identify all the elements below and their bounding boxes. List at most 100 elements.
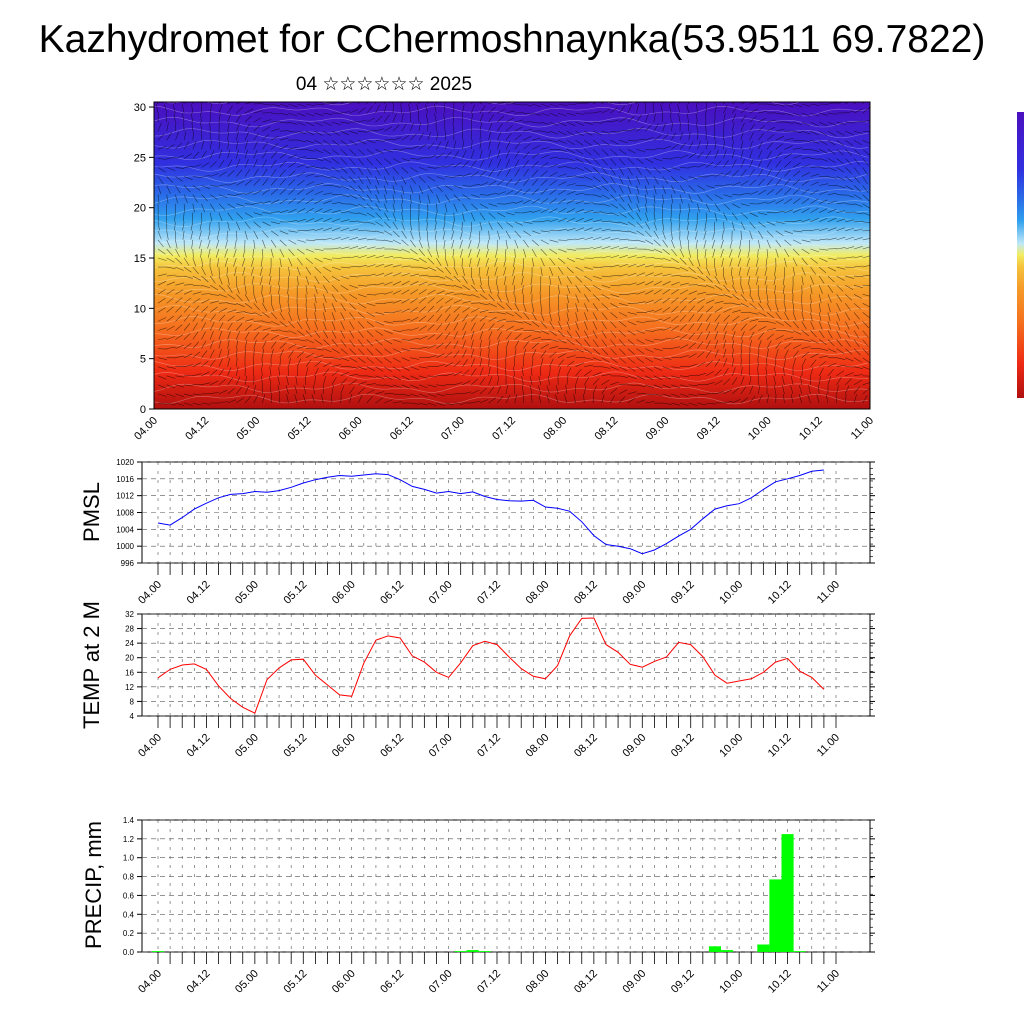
wind-barb <box>853 374 863 377</box>
wind-barb <box>627 357 635 364</box>
wind-barb <box>610 237 620 241</box>
wind-barb <box>234 239 237 249</box>
wind-barb <box>383 104 387 114</box>
wind-barb <box>513 366 515 376</box>
wind-barb <box>514 103 524 106</box>
wind-barb <box>845 203 855 205</box>
wind-barb <box>358 275 368 277</box>
wind-barb <box>836 227 846 232</box>
wind-barb <box>253 159 258 168</box>
wind-barb <box>792 312 797 321</box>
wind-barb <box>357 139 367 145</box>
wind-barb <box>679 333 688 340</box>
wind-barb <box>679 384 689 388</box>
wind-barb <box>410 281 419 286</box>
wind-barb <box>218 140 221 150</box>
wind-barb <box>366 396 373 404</box>
wind-barb <box>270 135 280 141</box>
wind-barb <box>209 275 216 284</box>
wind-barb <box>323 237 333 241</box>
wind-barb <box>793 130 803 134</box>
xtick-label: 08.12 <box>572 579 600 607</box>
wind-barb <box>819 227 828 232</box>
wind-barb <box>853 149 861 156</box>
wind-barb <box>236 311 246 313</box>
wind-barb <box>738 267 742 276</box>
wind-barb <box>688 248 691 258</box>
wind-barb <box>627 167 633 176</box>
wind-barb <box>653 221 657 231</box>
wind-barb <box>330 393 333 404</box>
wind-barb <box>427 375 437 378</box>
wind-barb <box>236 323 243 331</box>
wind-barb <box>566 257 576 263</box>
wind-barb <box>269 375 272 385</box>
wind-barb <box>340 236 350 241</box>
wind-barb <box>721 257 724 267</box>
wind-barb <box>540 303 542 313</box>
wind-barb <box>209 122 211 132</box>
wind-barb <box>462 322 467 331</box>
wind-barb <box>175 402 185 406</box>
wind-barb <box>679 355 689 358</box>
wind-barb <box>183 290 193 295</box>
wind-barb <box>183 248 187 258</box>
wind-barb <box>845 385 850 395</box>
wind-barb <box>392 272 402 277</box>
wind-barb <box>331 237 341 241</box>
wind-barb <box>671 122 674 132</box>
wind-barb <box>410 122 414 132</box>
wind-barb <box>253 221 261 228</box>
wind-barb <box>331 121 341 125</box>
wind-barb <box>521 267 524 277</box>
wind-barb <box>678 113 681 123</box>
wind-barb <box>827 167 837 172</box>
wind-barb <box>236 221 241 231</box>
wind-barb <box>357 348 365 356</box>
wind-barb <box>530 393 533 404</box>
wind-barb <box>731 212 738 221</box>
wind-barb <box>827 257 837 261</box>
wind-barb <box>636 230 645 236</box>
wind-barb <box>798 394 803 404</box>
wind-barb <box>592 211 603 213</box>
wind-barb <box>705 150 712 159</box>
wind-barb <box>592 176 601 183</box>
wind-barb <box>227 276 230 286</box>
wind-barb <box>749 339 752 349</box>
wind-barb <box>331 227 341 232</box>
wind-barb <box>671 289 680 295</box>
wind-barb <box>531 152 540 159</box>
wind-barb <box>349 321 355 330</box>
wind-barb <box>810 181 819 186</box>
wind-barb <box>278 393 281 404</box>
wind-barb <box>784 188 792 195</box>
wind-barb <box>775 239 782 248</box>
wind-barb <box>479 377 486 385</box>
wind-barb <box>558 149 567 152</box>
wind-barb <box>584 284 591 292</box>
wind-barb <box>836 284 844 292</box>
wind-barb <box>557 294 560 304</box>
contour-line <box>154 360 869 372</box>
wind-barb <box>688 165 698 168</box>
contour-line <box>154 227 869 239</box>
wind-barb <box>479 102 483 105</box>
wind-barb <box>845 194 854 198</box>
wind-barb <box>732 315 740 322</box>
wind-barb <box>175 167 185 169</box>
wind-barb <box>357 366 367 371</box>
wind-barb <box>453 340 459 349</box>
wind-barb <box>784 337 794 340</box>
xtick-label: 04.00 <box>136 968 164 996</box>
wind-barb <box>262 340 267 349</box>
wind-barb <box>592 149 600 156</box>
wind-barb <box>627 128 637 132</box>
wind-barb <box>610 139 619 145</box>
wind-barb <box>679 248 685 258</box>
wind-barb <box>210 185 220 187</box>
wind-barb <box>775 112 785 115</box>
wind-barb <box>713 257 716 268</box>
wind-barb <box>166 157 176 159</box>
